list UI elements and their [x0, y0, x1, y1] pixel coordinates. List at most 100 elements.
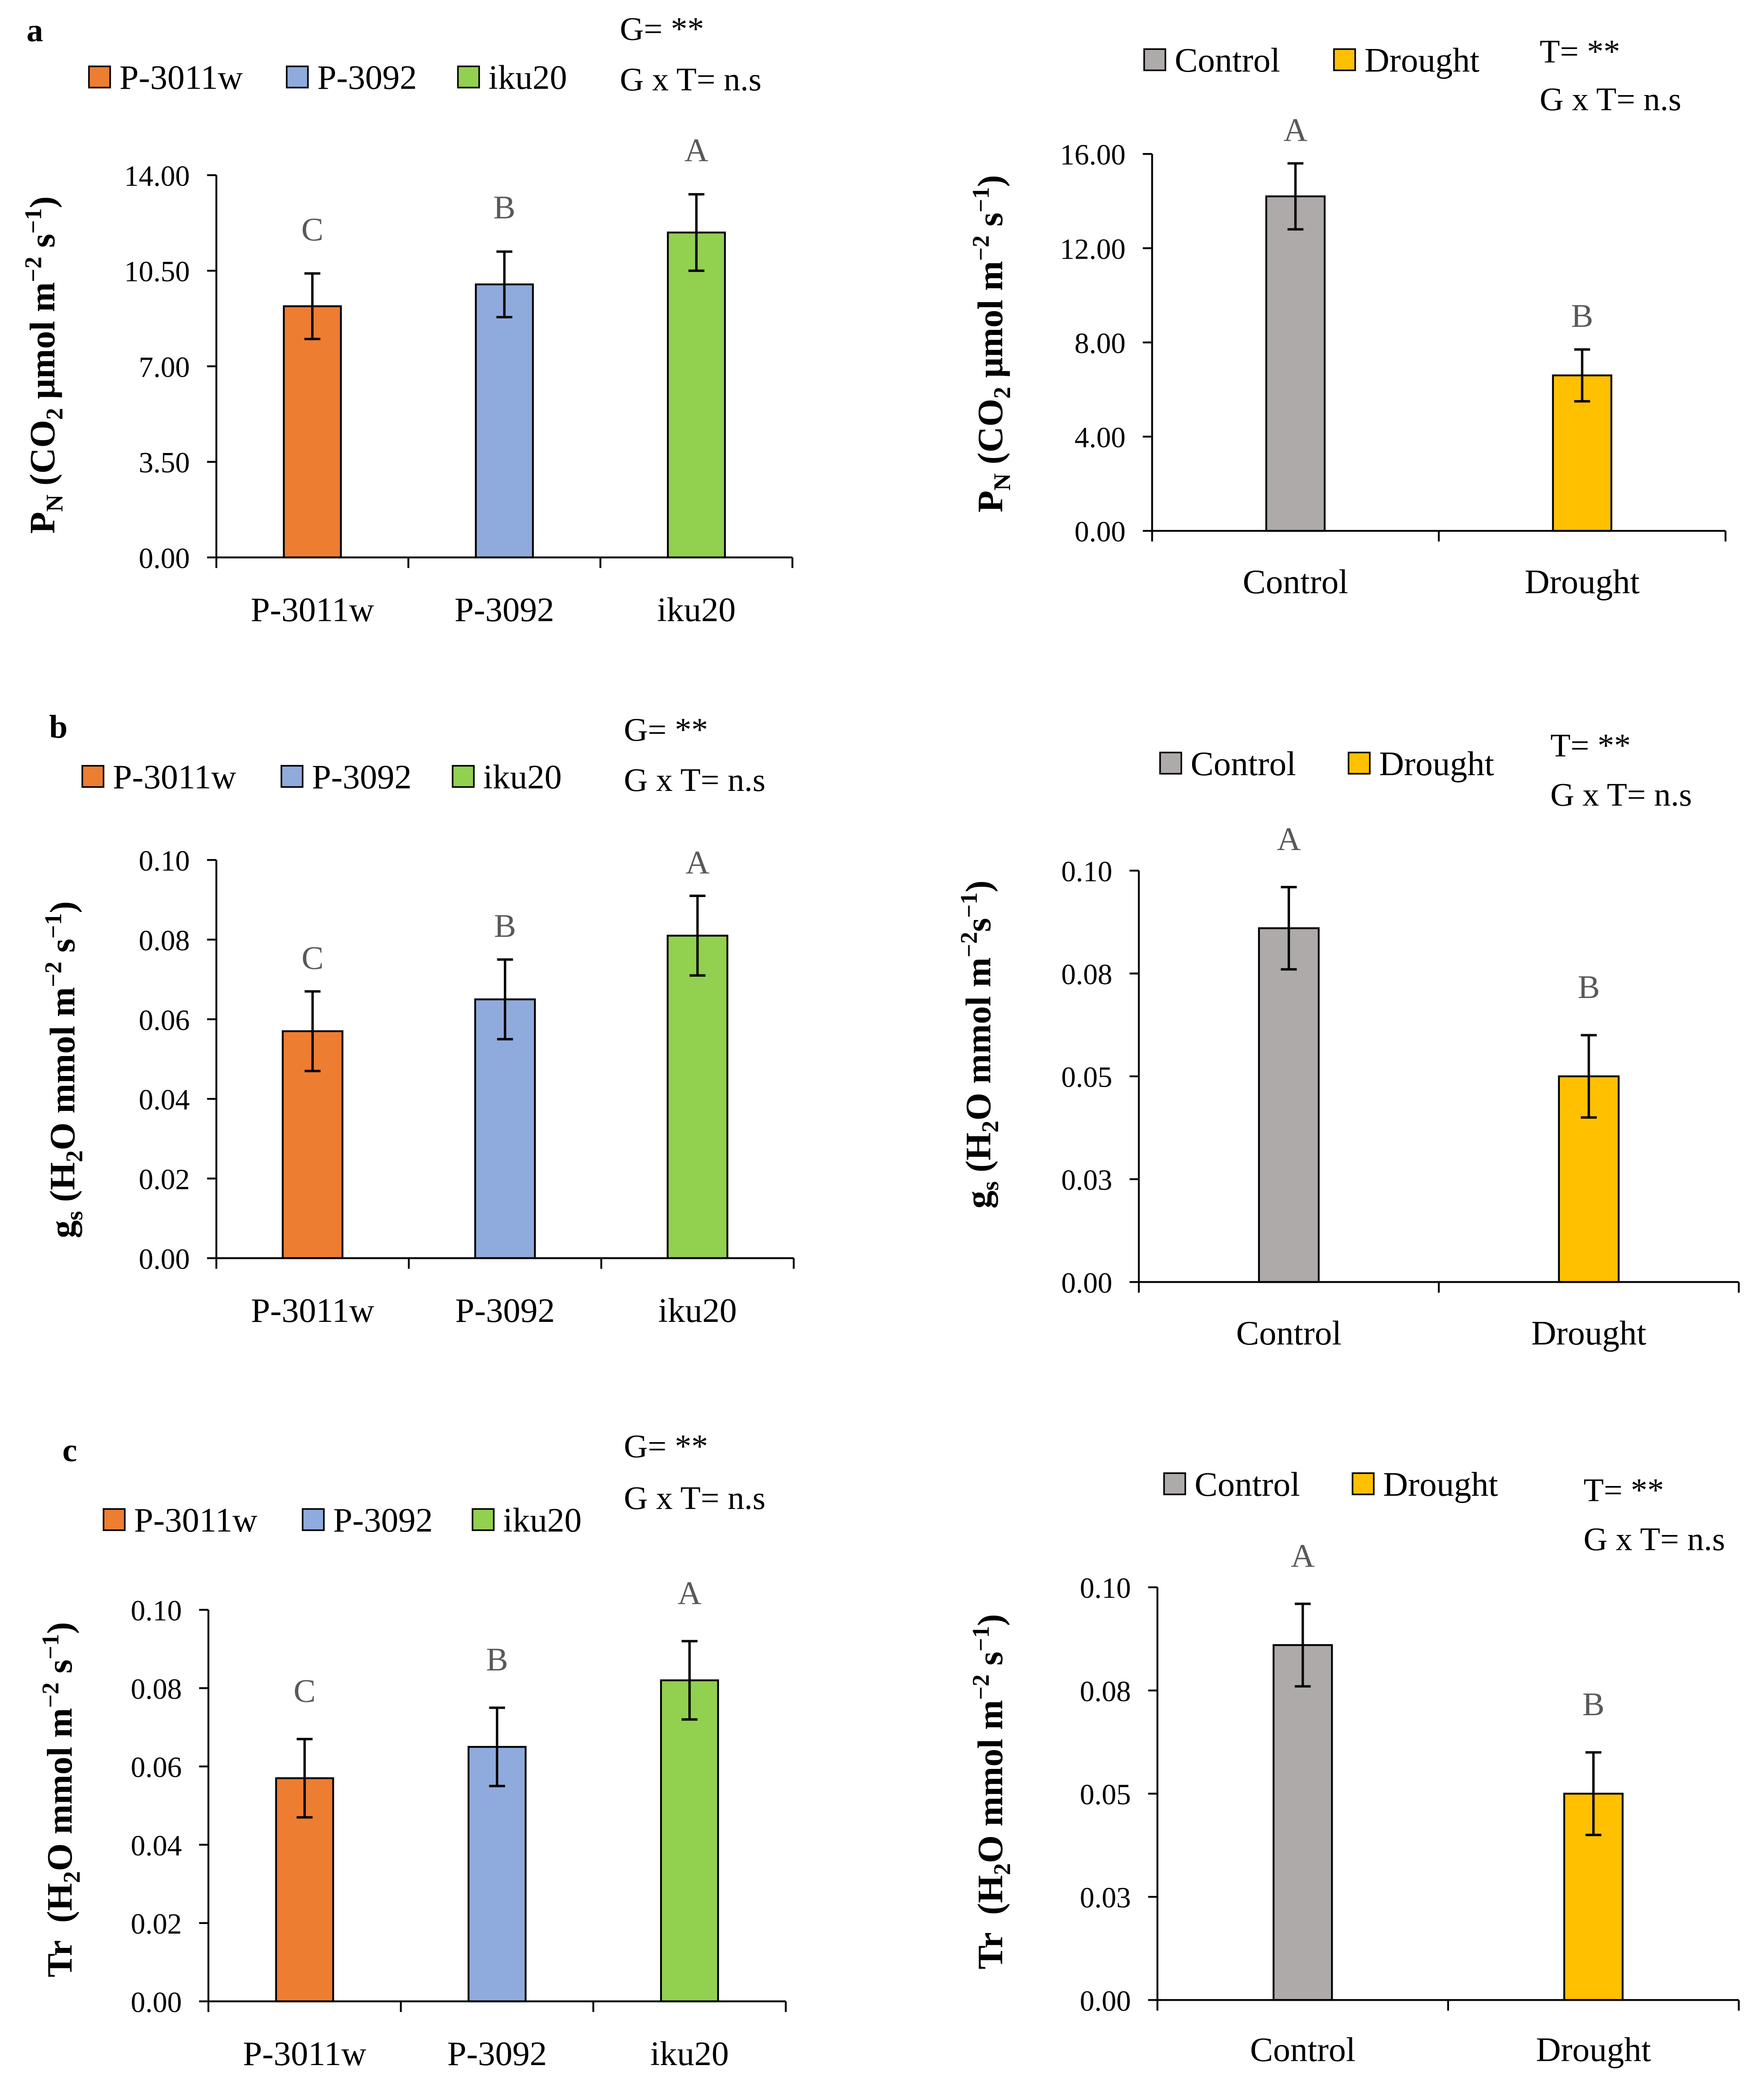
y-axis-label-text: s	[43, 939, 82, 962]
legend-swatch-p-3092	[302, 1508, 325, 1531]
panel-label: a	[26, 12, 43, 49]
y-axis-label-text: s	[970, 1651, 1010, 1674]
error-bar-p-3011w	[304, 990, 321, 1073]
significance-letter-p-3092: B	[494, 189, 516, 226]
y-axis-label-text: (CO	[970, 399, 1010, 473]
error-bar-p-3092	[497, 958, 513, 1041]
y-axis-label-text: )	[23, 196, 63, 208]
significance-annotation: T= **	[1550, 727, 1631, 764]
legend-label-drought: Drought	[1383, 1465, 1498, 1503]
bar-p-3011w	[283, 305, 342, 559]
bar-p-3092	[468, 1746, 527, 2002]
y-axis-label-text: g	[43, 1220, 82, 1238]
significance-annotation: G= **	[624, 711, 708, 748]
error-bar-p-3011w	[304, 272, 320, 340]
y-axis-label-text: O mmol m	[959, 958, 998, 1121]
legend-label-iku20: iku20	[483, 758, 562, 796]
y-axis-label-supscript: −2	[968, 1674, 994, 1700]
x-tick-label-p-3011w: P-3011w	[251, 591, 374, 629]
legend-label-iku20: iku20	[488, 58, 567, 97]
x-tick-label-p-3011w: P-3011w	[243, 2034, 367, 2073]
legend-label-control: Control	[1175, 41, 1280, 79]
significance-letter-iku20: A	[684, 132, 708, 168]
significance-letter-drought: B	[1571, 297, 1593, 334]
chart-panel-3: b P-3011w P-3092 iku20 G= ** G x T= n.s 0.00 0.…	[40, 709, 795, 1330]
y-tick-label: 0.10	[131, 1595, 182, 1627]
y-axis-label-text: )	[959, 880, 998, 892]
significance-annotation: T= **	[1583, 1471, 1664, 1508]
y-axis-label-supscript: −2	[20, 257, 47, 282]
y-tick-label: 12.00	[1060, 233, 1126, 265]
chart-panel-1: a P-3011w P-3092 iku20 G= ** G x T= n.s 0.00 3.…	[20, 10, 794, 629]
error-bar-iku20	[688, 193, 704, 272]
legend: Control Drought	[1159, 744, 1494, 783]
legend-label-p-3092: P-3092	[317, 58, 417, 97]
y-axis-label-supscript: −1	[38, 1634, 64, 1659]
legend-label-p-3011w: P-3011w	[119, 58, 243, 97]
y-axis-label-text: )	[970, 175, 1010, 187]
bar-control	[1273, 1644, 1333, 2001]
y-axis-label-text: (H	[959, 1133, 998, 1181]
significance-annotation: G= **	[620, 10, 704, 47]
error-bar-p-3092	[489, 1706, 505, 1787]
y-tick-label: 0.00	[139, 542, 190, 574]
y-axis-label-text: P	[970, 490, 1010, 512]
y-tick-label: 0.05	[1080, 1778, 1131, 1811]
y-axis-label-supscript: −2	[40, 961, 66, 987]
y-axis-label-text: (H	[43, 1162, 82, 1211]
y-tick-label: 0.02	[139, 1163, 190, 1195]
significance-annotation: G x T= n.s	[1583, 1521, 1725, 1558]
significance-annotation: G x T= n.s	[624, 1480, 765, 1516]
y-tick-label: 10.50	[124, 255, 190, 288]
panel-label: c	[62, 1432, 77, 1468]
y-tick-label: 14.00	[124, 160, 190, 192]
legend: P-3011w P-3092 iku20	[103, 1501, 582, 1539]
legend-swatch-iku20	[452, 765, 475, 788]
significance-letter-drought: B	[1578, 969, 1600, 1005]
chart-panel-4: Control Drought T= ** G x T= n.s 0.00 0.03 0.0…	[956, 727, 1740, 1352]
significance-annotation: G x T= n.s	[1540, 81, 1681, 117]
legend-label-p-3011w: P-3011w	[113, 758, 237, 796]
y-tick-label: 0.02	[131, 1908, 182, 1940]
y-axis-label-text: μmol m	[23, 282, 63, 408]
significance-letter-drought: B	[1582, 1686, 1605, 1722]
y-tick-label: 16.00	[1060, 138, 1126, 171]
y-tick-label: 0.04	[139, 1084, 190, 1116]
x-tick-label-iku20: iku20	[650, 2034, 729, 2073]
legend-swatch-p-3011w	[103, 1508, 126, 1531]
x-tick-label-iku20: iku20	[657, 591, 736, 629]
y-axis-label-text: O mmol m	[43, 987, 82, 1150]
bar-p-3092	[475, 283, 534, 559]
significance-annotation: G= **	[624, 1428, 708, 1465]
legend-label-p-3092: P-3092	[312, 758, 412, 796]
y-axis-label-subscript: 2	[989, 387, 1016, 399]
y-axis-label-supscript: −1	[968, 187, 994, 213]
y-axis-label: PN (CO2 μmol m−2 s−1)	[968, 175, 1016, 513]
legend-label-iku20: iku20	[503, 1501, 581, 1539]
legend: P-3011w P-3092 iku20	[81, 758, 562, 796]
y-axis-label-supscript: −2	[956, 932, 982, 958]
y-axis-label-text: s	[23, 234, 63, 257]
y-axis-label-text: g	[959, 1191, 998, 1209]
error-bar-iku20	[689, 894, 706, 977]
legend-swatch-control	[1143, 48, 1166, 71]
y-axis-label: PN (CO2 μmol m−2 s−1)	[20, 196, 68, 534]
y-axis-label-subscript: s	[61, 1211, 88, 1220]
y-axis-label-supscript: −1	[956, 892, 982, 918]
bar-iku20	[667, 231, 726, 559]
legend-swatch-control	[1163, 1472, 1187, 1495]
y-tick-label: 0.10	[139, 845, 190, 877]
y-axis-label-text: )	[40, 1622, 80, 1634]
legend-swatch-iku20	[457, 65, 480, 89]
y-axis-label-text: O mmol m	[40, 1708, 80, 1871]
error-bar-drought	[1581, 1034, 1597, 1119]
y-tick-label: 0.08	[1080, 1675, 1131, 1708]
x-tick-label-iku20: iku20	[658, 1291, 736, 1330]
x-tick-label-p-3092: P-3092	[454, 591, 554, 629]
y-tick-label: 0.00	[1080, 1985, 1131, 2017]
legend-swatch-p-3092	[280, 765, 303, 788]
error-bar-control	[1281, 886, 1297, 971]
error-bar-iku20	[681, 1640, 698, 1721]
legend-swatch-p-3092	[286, 65, 309, 89]
